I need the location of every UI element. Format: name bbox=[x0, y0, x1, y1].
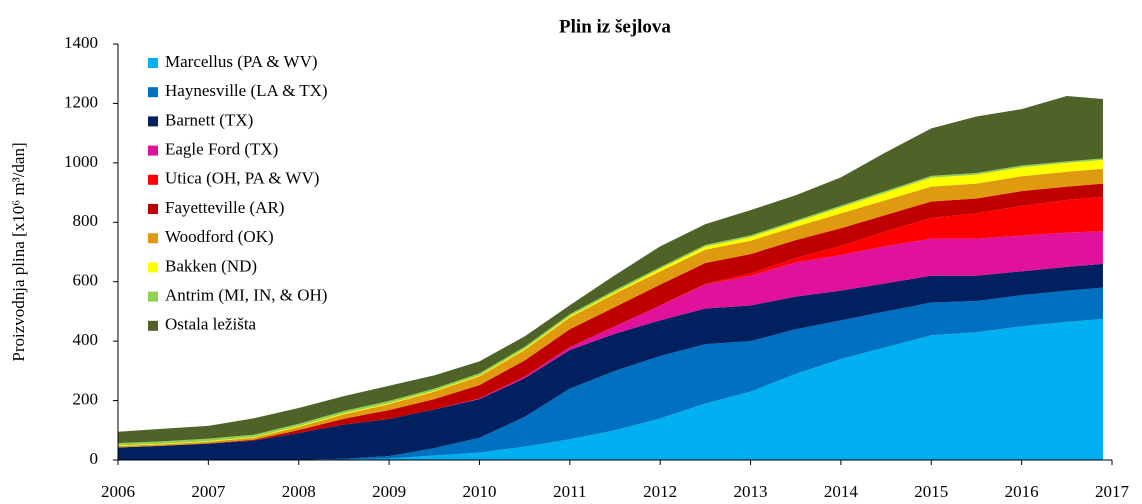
area bbox=[118, 231, 1103, 448]
area bbox=[118, 168, 1103, 448]
legend-swatch bbox=[148, 233, 158, 244]
y-tick-label: 1200 bbox=[64, 92, 98, 111]
area bbox=[118, 96, 1103, 444]
legend-swatch bbox=[148, 320, 158, 331]
chart-title: Plin iz šejlova bbox=[559, 16, 671, 37]
legend-swatch bbox=[148, 204, 158, 214]
x-tick-label: 2008 bbox=[282, 482, 316, 501]
legend-label: Bakken (ND) bbox=[165, 256, 257, 275]
legend-swatch bbox=[148, 145, 158, 156]
legend-swatch bbox=[148, 291, 158, 302]
x-tick-label: 2013 bbox=[734, 482, 768, 501]
legend-label: Fayetteville (AR) bbox=[165, 198, 284, 217]
legend-label: Ostala ležišta bbox=[165, 315, 257, 334]
legend-label: Woodford (OK) bbox=[165, 227, 274, 246]
y-tick-label: 0 bbox=[90, 449, 99, 468]
y-tick-label: 800 bbox=[73, 211, 99, 230]
area bbox=[118, 183, 1103, 448]
legend-label: Haynesville (LA & TX) bbox=[165, 81, 328, 100]
y-tick-label: 200 bbox=[73, 389, 99, 408]
x-tick-label: 2017 bbox=[1095, 482, 1130, 501]
y-tick-label: 600 bbox=[73, 271, 99, 290]
legend-swatch bbox=[148, 58, 158, 68]
y-axis-label: Proizvodnja plina [x10⁶ m³/dan] bbox=[9, 142, 28, 361]
area bbox=[118, 318, 1103, 460]
area bbox=[118, 263, 1103, 460]
x-tick-label: 2007 bbox=[191, 482, 226, 501]
x-tick-label: 2012 bbox=[643, 482, 677, 501]
x-tick-label: 2010 bbox=[462, 482, 496, 501]
legend-label: Eagle Ford (TX) bbox=[165, 140, 278, 159]
legend-swatch bbox=[148, 87, 158, 98]
legend-swatch bbox=[148, 262, 158, 273]
legend-swatch bbox=[148, 174, 158, 185]
area bbox=[118, 287, 1103, 460]
legend-label: Marcellus (PA & WV) bbox=[165, 52, 318, 71]
x-tick-label: 2009 bbox=[372, 482, 406, 501]
legend-label: Antrim (MI, IN, & OH) bbox=[165, 286, 327, 305]
legend-label: Barnett (TX) bbox=[165, 110, 253, 129]
x-tick-label: 2011 bbox=[553, 482, 586, 501]
area bbox=[118, 197, 1103, 448]
legend-swatch bbox=[148, 116, 158, 127]
x-tick-label: 2014 bbox=[824, 482, 859, 501]
legend-label: Utica (OH, PA & WV) bbox=[165, 169, 319, 188]
y-tick-label: 1000 bbox=[64, 152, 98, 171]
y-tick-label: 1400 bbox=[64, 33, 98, 52]
x-tick-label: 2015 bbox=[914, 482, 948, 501]
x-tick-label: 2016 bbox=[1005, 482, 1039, 501]
y-tick-label: 400 bbox=[73, 330, 99, 349]
x-tick-label: 2006 bbox=[101, 482, 135, 501]
